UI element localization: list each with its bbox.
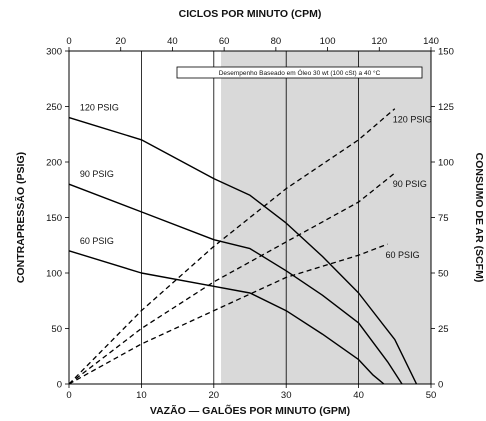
y-right-tick-label: 50: [438, 269, 449, 280]
y-axis-right-label: CONSUMO DE AR (SCFM): [473, 153, 485, 283]
y-left-tick-label: 300: [46, 47, 62, 58]
y-left-tick-label: 250: [46, 102, 62, 113]
note-text: Desempenho Baseado em Óleo 30 wt (100 cS…: [219, 68, 381, 77]
air-consumption-label-90-psig: 90 PSIG: [393, 179, 427, 189]
tick-labels: 0 10 20 30 40 500 20 40 60 80 100 120 14005010015020…: [46, 36, 454, 401]
y-left-tick-label: 150: [46, 213, 62, 224]
x-tick-label: 10: [136, 390, 147, 401]
top-tick-label: 20: [115, 36, 126, 47]
backpressure-line-90-psig: [68, 183, 403, 385]
y-axis-left-label: CONTRAPRESSÃO (PSIG): [14, 152, 27, 283]
y-left-tick-label: 100: [46, 269, 62, 280]
backpressure-label-120-psig: 120 PSIG: [80, 103, 119, 113]
y-left-tick-label: 50: [51, 324, 62, 335]
shaded-region: [221, 51, 431, 384]
top-tick-label: 0: [66, 36, 71, 47]
grid: [140, 51, 360, 384]
y-right-tick-label: 75: [438, 213, 449, 224]
note-box: Desempenho Baseado em Óleo 30 wt (100 cS…: [176, 66, 423, 79]
series-layer: 120 PSIG 90 PSIG 60 PSIG 120 PSIG 90 PSIG 60 …: [68, 103, 432, 385]
y-left-tick-label: 200: [46, 158, 62, 169]
x-tick-label: 0: [66, 390, 71, 401]
air-consumption-label-60-psig: 60 PSIG: [386, 250, 420, 260]
y-right-tick-label: 125: [438, 102, 454, 113]
top-tick-label: 100: [320, 36, 336, 47]
x-tick-label: 30: [281, 390, 292, 401]
air-consumption-line-120-psig: [68, 108, 396, 385]
y-right-tick-label: 100: [438, 158, 454, 169]
y-right-tick-label: 0: [438, 380, 443, 391]
top-tick-label: 140: [423, 36, 439, 47]
air-consumption-label-120-psig: 120 PSIG: [393, 115, 432, 125]
x-tick-label: 20: [209, 390, 220, 401]
y-left-tick-label: 0: [57, 380, 62, 391]
backpressure-label-90-psig: 90 PSIG: [80, 169, 114, 179]
y-right-tick-label: 25: [438, 324, 449, 335]
air-consumption-line-90-psig: [68, 172, 396, 385]
backpressure-line-60-psig: [68, 250, 385, 385]
top-tick-label: 80: [271, 36, 282, 47]
air-consumption-line-60-psig: [68, 243, 388, 385]
x-tick-label: 40: [353, 390, 364, 401]
backpressure-line-120-psig: [68, 116, 418, 385]
x-tick-label: 50: [426, 390, 437, 401]
y-right-tick-label: 150: [438, 47, 454, 58]
x-axis-label: VAZÃO — GALÕES POR MINUTO (GPM): [150, 404, 350, 417]
top-tick-label: 40: [167, 36, 178, 47]
top-tick-label: 60: [219, 36, 230, 47]
chart-title: CICLOS POR MINUTO (CPM): [179, 8, 322, 20]
backpressure-label-60-psig: 60 PSIG: [80, 236, 114, 246]
top-tick-label: 120: [371, 36, 387, 47]
